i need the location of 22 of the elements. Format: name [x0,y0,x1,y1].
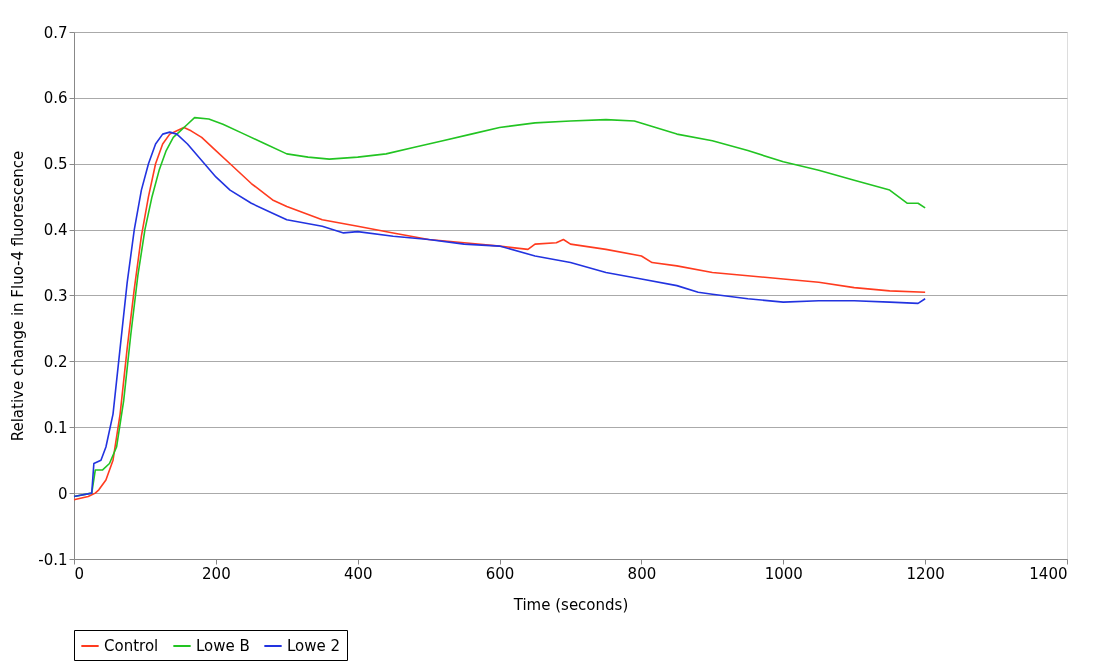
y-tick-label: 0.1 [43,418,68,437]
y-tick-label: 0.7 [43,23,68,42]
x-tick-label: 0 [74,564,85,583]
x-tick-label: 1200 [906,564,945,583]
y-tick-label: 0.4 [43,221,68,240]
legend-label: Control [104,637,159,655]
y-tick-label: 0.6 [43,89,68,108]
x-axis-title: Time (seconds) [512,595,629,614]
x-tick-label: 800 [627,564,657,583]
legend-label: Lowe 2 [287,637,341,655]
x-tick-label: 600 [485,564,515,583]
legend-label: Lowe B [196,637,250,655]
y-tick-label: 0.5 [43,155,68,174]
y-tick-label: 0.2 [43,352,68,371]
x-tick-label: 1000 [764,564,803,583]
x-tick-label: 400 [343,564,373,583]
y-tick-label: -0.1 [38,550,68,569]
y-tick-label: 0 [57,484,68,503]
y-axis-title: Relative change in Fluo-4 fluorescence [9,150,28,442]
x-tick-label: 1400 [1029,564,1068,583]
x-tick-label: 200 [202,564,231,583]
y-tick-label: 0.3 [43,287,68,305]
